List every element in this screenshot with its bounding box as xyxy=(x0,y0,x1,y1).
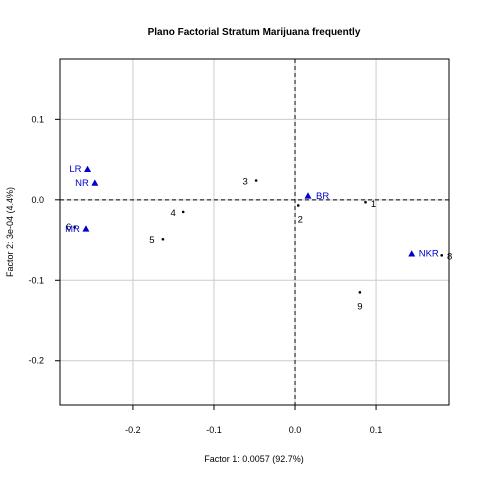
x-axis-label: Factor 1: 0.0057 (92.7%) xyxy=(204,454,304,464)
column-point-marker xyxy=(408,250,416,257)
x-axis: -0.2 -0.1 0.0 0.1 xyxy=(125,405,382,435)
plot-frame xyxy=(59,58,450,406)
y-axis: -0.2 -0.1 0.0 0.1 xyxy=(28,114,60,366)
row-point-marker xyxy=(358,291,362,294)
y-tick-label: -0.2 xyxy=(28,356,44,366)
data-points: 1 2 3 4 5 6 8 9 LR NR MR BR NKR xyxy=(65,164,452,312)
point-label: NR xyxy=(75,178,89,189)
row-point-marker xyxy=(73,225,76,229)
point-label: MR xyxy=(65,224,80,235)
point-label: 2 xyxy=(298,214,303,225)
point-label: 8 xyxy=(447,251,452,262)
column-point-marker xyxy=(82,225,90,232)
point-label: NKR xyxy=(419,249,439,260)
chart-title: Plano Factorial Stratum Marijuana freque… xyxy=(148,27,361,38)
point-label: 5 xyxy=(149,235,154,246)
point-label: 1 xyxy=(371,199,376,210)
reference-lines xyxy=(60,59,449,405)
row-point-marker xyxy=(296,204,300,207)
point-label: 6 xyxy=(66,222,71,233)
point-label: 4 xyxy=(171,208,176,219)
column-point-marker xyxy=(91,179,99,186)
row-point-marker xyxy=(440,254,444,257)
x-tick-label: -0.1 xyxy=(206,425,222,435)
row-point-marker xyxy=(161,237,165,241)
row-point-marker xyxy=(181,210,185,214)
row-point-marker xyxy=(254,179,258,182)
row-point-marker xyxy=(364,200,367,204)
point-label: BR xyxy=(316,191,329,202)
y-tick-label: 0.0 xyxy=(31,195,44,205)
x-tick-label: 0.1 xyxy=(370,425,383,435)
point-label: LR xyxy=(69,164,81,175)
point-label: 3 xyxy=(242,177,247,188)
x-tick-label: 0.0 xyxy=(289,425,302,435)
x-tick-label: -0.2 xyxy=(125,425,141,435)
y-axis-label: Factor 2: 3e-04 (4.4%) xyxy=(5,187,15,277)
point-label: 9 xyxy=(357,301,362,312)
column-point-marker xyxy=(84,165,92,173)
y-tick-label: 0.1 xyxy=(31,114,44,124)
grid xyxy=(60,59,449,405)
y-tick-label: -0.1 xyxy=(28,275,44,285)
column-point-marker xyxy=(304,192,312,199)
